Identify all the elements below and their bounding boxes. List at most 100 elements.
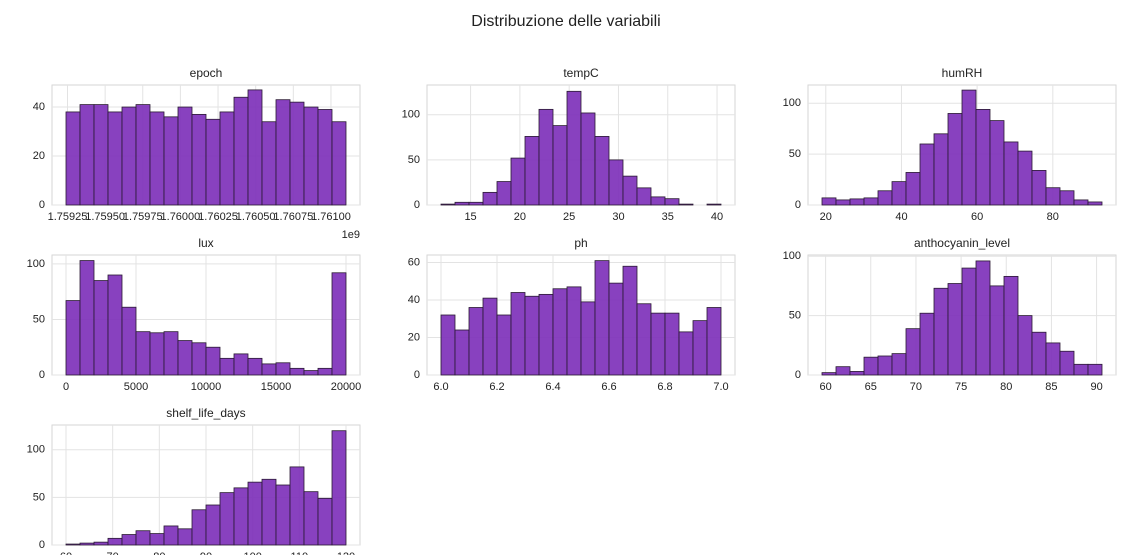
histogram-bar (233, 487, 249, 546)
histogram-bar (219, 111, 235, 206)
x-tick-label: 120 (337, 551, 355, 555)
histogram-bar (1087, 201, 1103, 206)
y-tick-label: 50 (408, 154, 420, 166)
histogram-bar (608, 282, 624, 376)
histogram-bar (933, 287, 949, 376)
histogram-bar (107, 274, 123, 376)
x-tick-label: 110 (291, 551, 309, 555)
histogram-bar (1059, 190, 1075, 206)
histogram-bar (135, 530, 151, 546)
histogram-bar (622, 265, 638, 376)
histogram-bar (163, 331, 179, 376)
histogram-bar (877, 190, 893, 206)
x-tick-label: 1.75975 (123, 211, 163, 223)
histogram-bar (510, 157, 526, 206)
x-tick-label: 25 (563, 211, 575, 223)
histogram-bar (331, 430, 347, 546)
x-tick-label: 80 (1000, 381, 1012, 393)
histogram-bar (877, 355, 893, 376)
histogram-bar (538, 293, 554, 376)
x-tick-label: 35 (662, 211, 674, 223)
x-tick-label: 6.4 (545, 381, 560, 393)
histogram-bar (468, 201, 484, 206)
histogram-bar (289, 466, 305, 546)
x-tick-label: 15000 (261, 381, 292, 393)
histogram-bar (163, 525, 179, 546)
histogram-bar (121, 534, 137, 546)
histogram-bar (247, 357, 263, 376)
histogram-bar (454, 201, 470, 206)
histogram-bar (79, 260, 95, 376)
histogram-bar (821, 197, 837, 206)
histogram-bar (863, 197, 879, 206)
x-tick-label: 70 (107, 551, 119, 555)
x-tick-label: 6.2 (489, 381, 504, 393)
histogram-bar (93, 541, 109, 546)
histogram-bar (594, 260, 610, 376)
histogram-bar (566, 286, 582, 376)
histogram-bar (975, 109, 991, 206)
histogram-bar (975, 260, 991, 376)
histogram-bar (121, 106, 137, 206)
histogram-bar (303, 106, 319, 206)
x-tick-label: 6.0 (433, 381, 448, 393)
y-tick-label: 0 (795, 199, 801, 211)
x-tick-label: 0 (63, 381, 69, 393)
histogram-bar (468, 307, 484, 376)
x-tick-label: 6.6 (601, 381, 616, 393)
x-tick-label: 15 (464, 211, 476, 223)
histogram-bar (261, 363, 277, 376)
histogram-bar (107, 537, 123, 546)
x-offset-label: 1e9 (342, 229, 360, 241)
histogram-bar (849, 198, 865, 206)
histogram-bar (317, 367, 333, 376)
histogram-bar (303, 491, 319, 546)
x-tick-label: 80 (1047, 211, 1059, 223)
y-tick-label: 50 (33, 313, 45, 325)
x-tick-label: 1.76100 (311, 211, 351, 223)
histogram-bar (636, 187, 652, 206)
x-tick-label: 40 (895, 211, 907, 223)
histogram-bar (496, 181, 512, 206)
histogram-bar (317, 497, 333, 546)
x-tick-label: 1.76000 (161, 211, 201, 223)
histogram-bar (275, 362, 291, 376)
histogram-bar (664, 312, 680, 376)
histogram-bar (594, 136, 610, 206)
y-tick-label: 20 (408, 331, 420, 343)
histogram-bar (331, 121, 347, 206)
y-tick-label: 60 (408, 256, 420, 268)
histogram-bar (163, 116, 179, 206)
figure-title: Distribuzione delle variabili (471, 13, 660, 30)
histogram-bar (580, 301, 596, 376)
histogram-bar (580, 112, 596, 206)
histogram-bar (191, 342, 207, 376)
histogram-bar (538, 108, 554, 206)
histogram-bar (821, 372, 837, 376)
histogram-bar (233, 353, 249, 376)
histogram-bar (247, 89, 263, 206)
histogram-bar (440, 314, 456, 376)
y-tick-label: 100 (27, 258, 45, 270)
histogram-bar (496, 314, 512, 376)
histogram-bar (149, 533, 165, 546)
histogram-bar (205, 346, 221, 376)
histogram-bar (93, 104, 109, 206)
y-tick-label: 100 (783, 97, 801, 109)
x-tick-label: 1.75950 (85, 211, 125, 223)
x-tick-label: 1.75925 (48, 211, 88, 223)
histogram-bar (149, 111, 165, 206)
histogram-bar (1087, 363, 1103, 376)
histogram-bar (205, 504, 221, 546)
histogram-bar (1031, 170, 1047, 206)
x-tick-label: 20 (820, 211, 832, 223)
x-tick-label: 80 (153, 551, 165, 555)
y-tick-label: 0 (39, 369, 45, 381)
y-tick-label: 50 (789, 310, 801, 322)
histogram-bar (891, 353, 907, 376)
y-tick-label: 0 (39, 199, 45, 211)
histogram-bar (1003, 141, 1019, 206)
x-tick-label: 60 (60, 551, 72, 555)
histogram-bar (205, 118, 221, 206)
histogram-bar (989, 285, 1005, 376)
